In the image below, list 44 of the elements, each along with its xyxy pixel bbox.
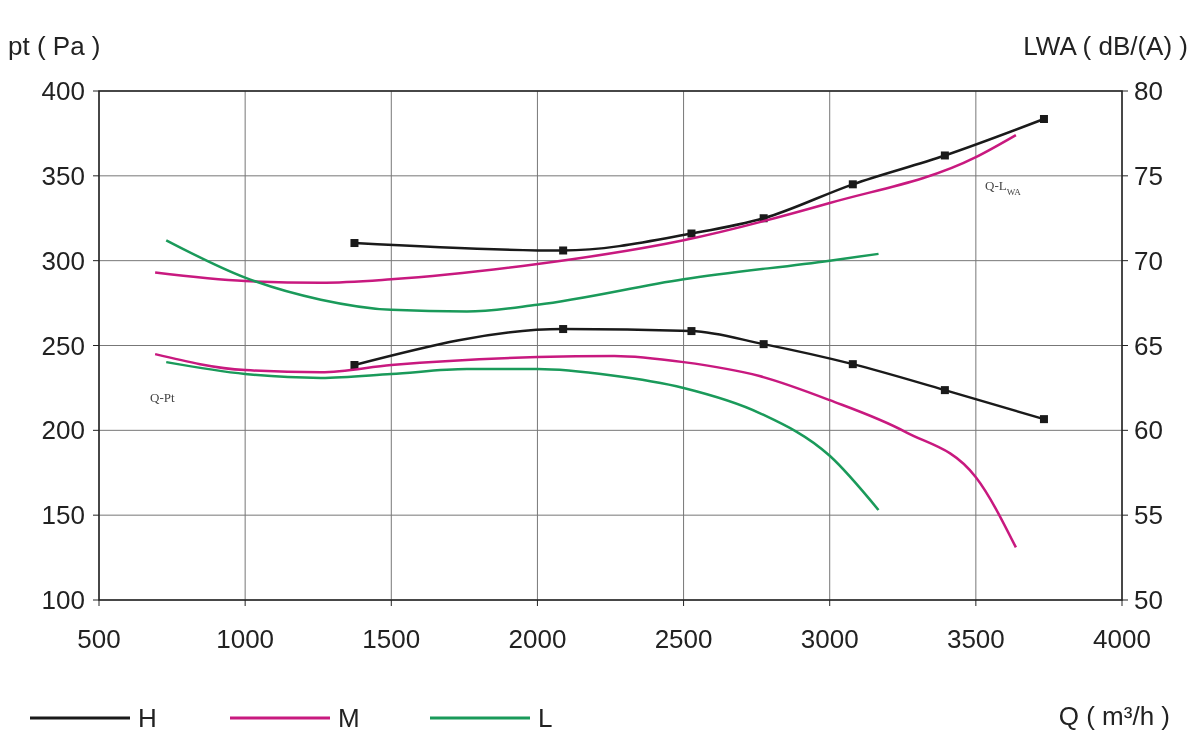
y2-tick-label: 75: [1134, 160, 1163, 191]
y2-tick-label: 55: [1134, 500, 1163, 531]
x-tick-label: 1000: [216, 624, 275, 654]
y-tick-label: 300: [41, 245, 85, 276]
point: [940, 386, 949, 395]
point: [940, 151, 949, 160]
y2-tick-label: 65: [1134, 330, 1163, 361]
x-tick-label: 2000: [508, 624, 567, 654]
point: [559, 246, 568, 255]
point: [848, 180, 857, 189]
y2-tick-label: 80: [1134, 76, 1163, 106]
legend-label: L: [538, 703, 553, 733]
point: [848, 360, 857, 369]
x-tick-label: 3500: [946, 624, 1005, 654]
x-tick-label: 500: [77, 624, 121, 654]
y2-axis-title: LWA ( dB/(A) ): [1023, 31, 1188, 61]
point: [687, 229, 696, 238]
point: [1039, 115, 1048, 123]
legend-label: H: [138, 703, 157, 733]
point: [559, 325, 568, 334]
y-tick-label: 250: [41, 330, 85, 361]
annotation: Q-L$_{WA}$: [985, 178, 1022, 197]
point: [687, 327, 696, 336]
y2-tick-label: 60: [1134, 415, 1163, 446]
annotation: Q-Pt: [150, 390, 175, 405]
y-axis-title: pt ( Pa ): [8, 31, 101, 61]
x-tick-label: 3000: [800, 624, 859, 654]
y-tick-label: 400: [41, 76, 85, 106]
y2-tick-label: 50: [1134, 585, 1163, 615]
x-tick-label: 1500: [362, 624, 421, 654]
point: [350, 239, 359, 248]
legend-label: M: [338, 703, 360, 733]
y-tick-label: 200: [41, 415, 85, 446]
point: [759, 340, 768, 349]
y2-tick-label: 70: [1134, 245, 1163, 276]
y-tick-label: 100: [41, 585, 85, 615]
y-tick-label: 350: [41, 160, 85, 191]
x-tick-label: 4000: [1093, 624, 1151, 654]
point: [350, 361, 359, 370]
y-tick-label: 150: [41, 500, 85, 531]
x-tick-label: 2500: [654, 624, 713, 654]
point: [1039, 415, 1048, 424]
line-series: [164, 239, 880, 313]
x-axis-title: Q ( m³/h ): [1058, 701, 1170, 731]
